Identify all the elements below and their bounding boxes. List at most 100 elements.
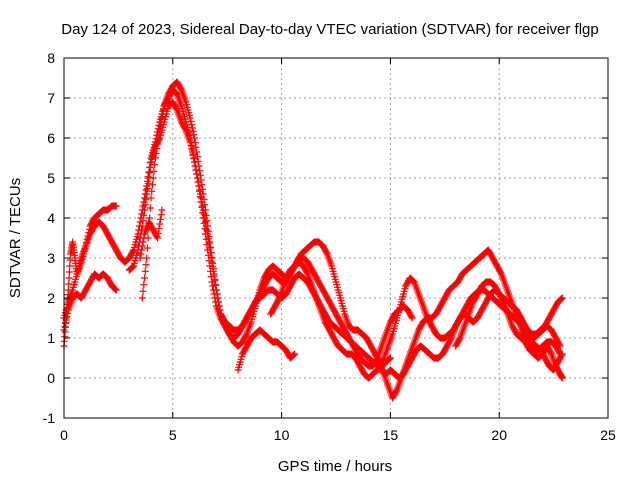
data-point-interp [129,263,137,271]
data-point-interp [383,380,391,388]
data-point-interp [139,238,147,246]
series-11 [452,278,564,350]
data-point [204,230,212,238]
data-point-interp [209,267,217,275]
series-1 [60,202,120,350]
data-point-interp [156,220,164,228]
data-point-interp [324,295,332,303]
data-point-interp [212,281,220,289]
data-point-interp [65,280,73,288]
data-point-interp [188,121,196,129]
data-point-interp [194,178,202,186]
data-point-interp [189,127,197,135]
data-point-interp [216,306,224,314]
data-point-interp [185,136,193,144]
data-point-interp [455,337,463,345]
data-point-interp [397,301,405,309]
data-point-interp [140,234,148,242]
data-point-interp [65,268,73,276]
data-point-interp [418,300,426,308]
data-point-interp [127,264,135,272]
data-point-interp [206,238,214,246]
data-point-interp [544,317,552,325]
data-point-interp [391,389,399,397]
data-point-interp [492,259,500,267]
data-point-interp [401,285,409,293]
data-point-interp [460,324,468,332]
data-point-interp [311,291,319,299]
data-point-interp [315,299,323,307]
data-point-interp [142,261,150,269]
series-7 [234,326,299,374]
data-point-interp [188,124,196,132]
y-tick-label: 4 [47,210,55,226]
data-point-interp [410,340,418,348]
data-point-interp [153,233,161,241]
data-point-interp [71,251,79,259]
data-point-interp [451,324,459,332]
data-point-interp [315,279,323,287]
series-2 [60,270,120,334]
data-point-interp [111,285,119,293]
data-point-interp [187,117,195,125]
data-point-interp [521,336,529,344]
data-point-interp [379,355,387,363]
data-point [143,190,151,198]
data-point-interp [194,157,202,165]
data-point-interp [111,202,119,210]
data-point-interp [68,288,76,296]
data-point-interp [85,281,93,289]
data-point-interp [141,201,149,209]
y-axis-label: SDTVAR / TECUs [7,178,24,298]
data-markers [60,78,566,402]
data-point-interp [188,145,196,153]
data-point-interp [144,173,152,181]
data-point-interp [81,244,89,252]
data-point-interp [555,339,563,347]
data-point-interp [384,356,392,364]
data-point-interp [151,145,159,153]
data-point-interp [144,179,152,187]
data-point-interp [142,186,150,194]
data-point-interp [133,249,141,257]
data-point-interp [442,345,450,353]
data-point-interp [146,163,154,171]
data-point-interp [407,311,415,319]
data-point-interp [322,247,330,255]
data-point-interp [159,121,167,129]
data-point-interp [311,271,319,279]
data-point-interp [215,302,223,310]
x-tick-label: 15 [383,427,399,443]
data-point-interp [196,190,204,198]
data-point-interp [188,148,196,156]
data-point-interp [407,313,415,321]
data-point-interp [192,143,200,151]
data-point-interp [555,341,563,349]
data-point-interp [283,277,291,285]
data-point-interp [106,235,114,243]
x-tick-label: 10 [274,427,290,443]
data-point-interp [520,319,528,327]
data-point-interp [148,181,156,189]
data-point-interp [324,323,332,331]
data-point-interp [145,168,153,176]
data-point-interp [546,347,554,355]
data-point-interp [129,247,137,255]
data-point-interp [72,273,80,281]
axis-ticks [63,57,609,419]
data-point-interp [141,274,149,282]
plot-frame [63,57,609,419]
data-point-interp [155,135,163,143]
data-point-interp [204,235,212,243]
data-point-interp [210,272,218,280]
data-point-interp [447,335,455,343]
data-point-interp [193,153,201,161]
data-point-interp [558,295,566,303]
data-point-interp [307,283,315,291]
data-point-interp [172,105,180,113]
data-point-interp [65,274,73,282]
data-point-interp [414,288,422,296]
data-point-interp [556,296,564,304]
data-point-interp [164,105,172,113]
data-point-interp [190,131,198,139]
